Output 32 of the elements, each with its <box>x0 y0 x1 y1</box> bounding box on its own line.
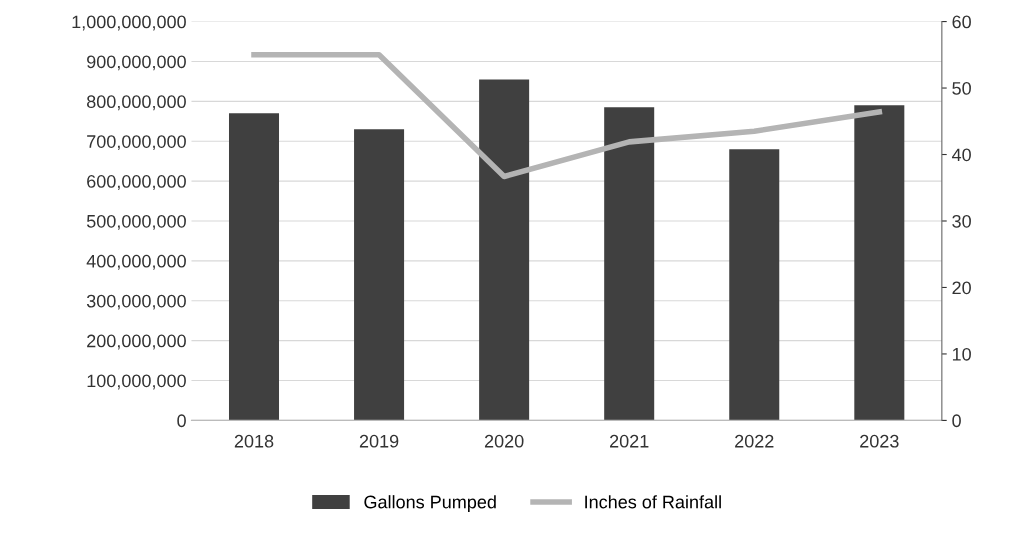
bar <box>604 107 655 421</box>
x-tick-label: 2022 <box>735 434 774 448</box>
y-tick-label: 500,000,000 <box>86 214 186 230</box>
x-tick-label: 2021 <box>610 434 649 448</box>
bar <box>228 113 280 421</box>
legend-label: Inches of Rainfall <box>585 495 721 509</box>
bar <box>729 149 780 421</box>
y-tick-label: 800,000,000 <box>87 95 186 111</box>
y2-tick-label: 20 <box>952 281 971 295</box>
y-tick-label: 200,000,000 <box>87 334 186 350</box>
y2-tick-label: 30 <box>952 214 971 228</box>
x-tick-label: 2019 <box>359 434 399 448</box>
bar <box>354 129 405 421</box>
x-tick-label: 2018 <box>234 434 274 448</box>
y2-tick-label: 40 <box>951 148 971 162</box>
bar <box>854 105 905 421</box>
y-tick-label: 900,000,000 <box>87 55 186 71</box>
y-tick-label: 600,000,000 <box>87 175 186 190</box>
x-tick-label: 2020 <box>484 434 524 448</box>
y-tick-label: 0 <box>177 414 186 428</box>
x-tick-label: 2023 <box>860 434 899 448</box>
y2-tick-label: 0 <box>952 414 961 428</box>
y-tick-label: 300,000,000 <box>86 294 186 310</box>
bar <box>479 79 530 421</box>
y2-tick-label: 50 <box>952 81 971 95</box>
y-tick-label: 400,000,000 <box>86 254 186 270</box>
y2-tick-label: 60 <box>952 15 971 29</box>
y-tick-label: 700,000,000 <box>87 135 186 151</box>
y-tick-label: 1,000,000,000 <box>72 15 186 31</box>
legend-label: Gallons Pumped <box>364 495 496 512</box>
y-tick-label: 100,000,000 <box>87 374 186 390</box>
y2-tick-label: 10 <box>952 347 971 361</box>
